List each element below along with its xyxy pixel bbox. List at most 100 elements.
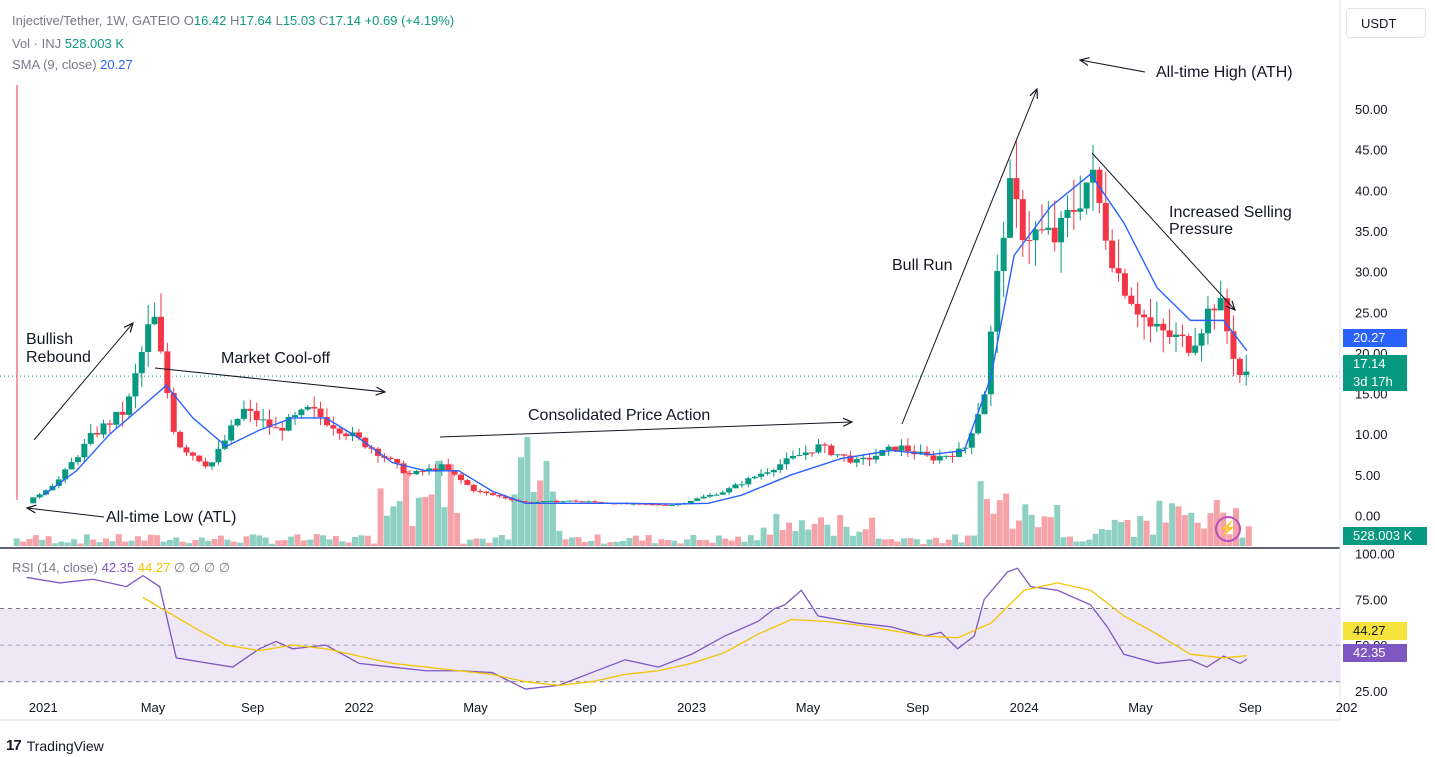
- volume-bar: [939, 543, 946, 546]
- candle-body: [540, 501, 547, 503]
- volume-bar: [984, 499, 991, 546]
- volume-bar: [562, 539, 569, 546]
- rsi-line: [26, 567, 1248, 690]
- volume-bar: [109, 541, 116, 546]
- volume-bar: [230, 541, 237, 546]
- candle-body: [464, 480, 471, 485]
- volume-bar: [849, 535, 856, 546]
- candle-body: [1192, 345, 1199, 353]
- volume-bar: [990, 513, 997, 546]
- candle-body: [1147, 317, 1154, 327]
- lightning-icon[interactable]: ⚡: [1215, 516, 1241, 542]
- volume-bar: [83, 534, 90, 546]
- volume-bar: [958, 542, 965, 546]
- candle-body: [126, 396, 133, 415]
- volume-bar: [1118, 522, 1125, 546]
- candle-body: [215, 448, 222, 463]
- time-tick-label: Sep: [1239, 700, 1262, 715]
- candle-body: [898, 445, 905, 451]
- volume-bar: [715, 535, 722, 546]
- price-tick-label: 45.00: [1355, 143, 1388, 158]
- candle-body: [706, 494, 713, 497]
- rsi-tick-label: 25.00: [1355, 684, 1388, 699]
- candle-body: [1198, 333, 1205, 346]
- volume-bar: [90, 539, 97, 546]
- volume-bar: [683, 539, 690, 546]
- time-tick-label: Sep: [574, 700, 597, 715]
- volume-bar: [952, 534, 959, 546]
- volume-bar: [326, 539, 333, 546]
- candle-body: [151, 316, 158, 325]
- volume-bar: [1150, 534, 1157, 546]
- volume-bar: [498, 534, 505, 546]
- volume-bar: [1060, 537, 1067, 546]
- candle-body: [841, 454, 848, 456]
- volume-bar: [505, 539, 512, 546]
- candle-body: [1217, 298, 1224, 311]
- volume-bar: [722, 538, 729, 546]
- volume-bar: [741, 541, 748, 546]
- candle-body: [387, 457, 394, 460]
- volume-bar: [447, 464, 454, 546]
- candle-body: [266, 419, 273, 428]
- time-tick-label: 202: [1336, 700, 1358, 715]
- volume-bar: [434, 460, 441, 546]
- candle-body: [579, 501, 586, 503]
- volume-bar: [1067, 536, 1074, 546]
- price-tick-label: 10.00: [1355, 427, 1388, 442]
- candle-body: [655, 504, 662, 506]
- volume-bar: [198, 537, 205, 546]
- candle-body: [177, 431, 184, 448]
- volume-bar: [652, 543, 659, 546]
- volume-bar: [275, 540, 282, 546]
- volume-bar: [760, 527, 767, 546]
- volume-bar: [422, 496, 429, 546]
- volume-bar: [569, 537, 576, 546]
- candle-body: [1153, 323, 1160, 327]
- volume-bar: [26, 538, 33, 546]
- bull-run-arrow: [901, 89, 1037, 425]
- candle-body: [1141, 314, 1148, 318]
- legend-high: 17.64: [239, 13, 272, 28]
- legend-low: 15.03: [282, 13, 316, 28]
- volume-bar: [1143, 520, 1150, 546]
- candle-body: [885, 446, 892, 451]
- candle-body: [451, 470, 458, 475]
- volume-bar: [186, 543, 193, 546]
- volume-bar: [58, 541, 65, 546]
- candle-body: [170, 392, 177, 432]
- volume-bar: [166, 539, 173, 546]
- rsi-tag: 42.35: [1343, 644, 1407, 662]
- candle-body: [732, 484, 739, 489]
- volume-bar: [875, 538, 882, 546]
- candle-body: [821, 444, 828, 446]
- volume-bar: [103, 538, 110, 546]
- volume-bar: [677, 543, 684, 546]
- volume-bar: [549, 491, 556, 546]
- currency-button[interactable]: USDT: [1346, 8, 1426, 38]
- annotation-atl: All-time Low (ATL): [106, 509, 236, 526]
- volume-bar: [613, 541, 620, 546]
- candle-body: [253, 410, 260, 421]
- candle-body: [700, 496, 707, 499]
- tradingview-logo-icon: 17: [6, 737, 22, 754]
- candle-body: [74, 457, 81, 463]
- brand[interactable]: 17 TradingView: [6, 737, 104, 754]
- volume-bar: [607, 542, 614, 546]
- candle-body: [1166, 330, 1173, 338]
- candle-body: [1115, 268, 1122, 274]
- volume-bar: [224, 539, 231, 546]
- volume-bar: [288, 536, 295, 546]
- annotation-bull-run: Bull Run: [892, 257, 952, 274]
- candle-body: [809, 452, 816, 454]
- candle-body: [164, 351, 171, 393]
- volume-bar: [728, 540, 735, 546]
- sma-price-tag: 20.27: [1343, 329, 1407, 347]
- volume-bar: [1009, 528, 1016, 546]
- volume-bar: [645, 535, 652, 546]
- candle-body: [502, 496, 509, 499]
- annotation-market-cool-off: Market Cool-off: [221, 350, 331, 367]
- candle-body: [419, 470, 426, 472]
